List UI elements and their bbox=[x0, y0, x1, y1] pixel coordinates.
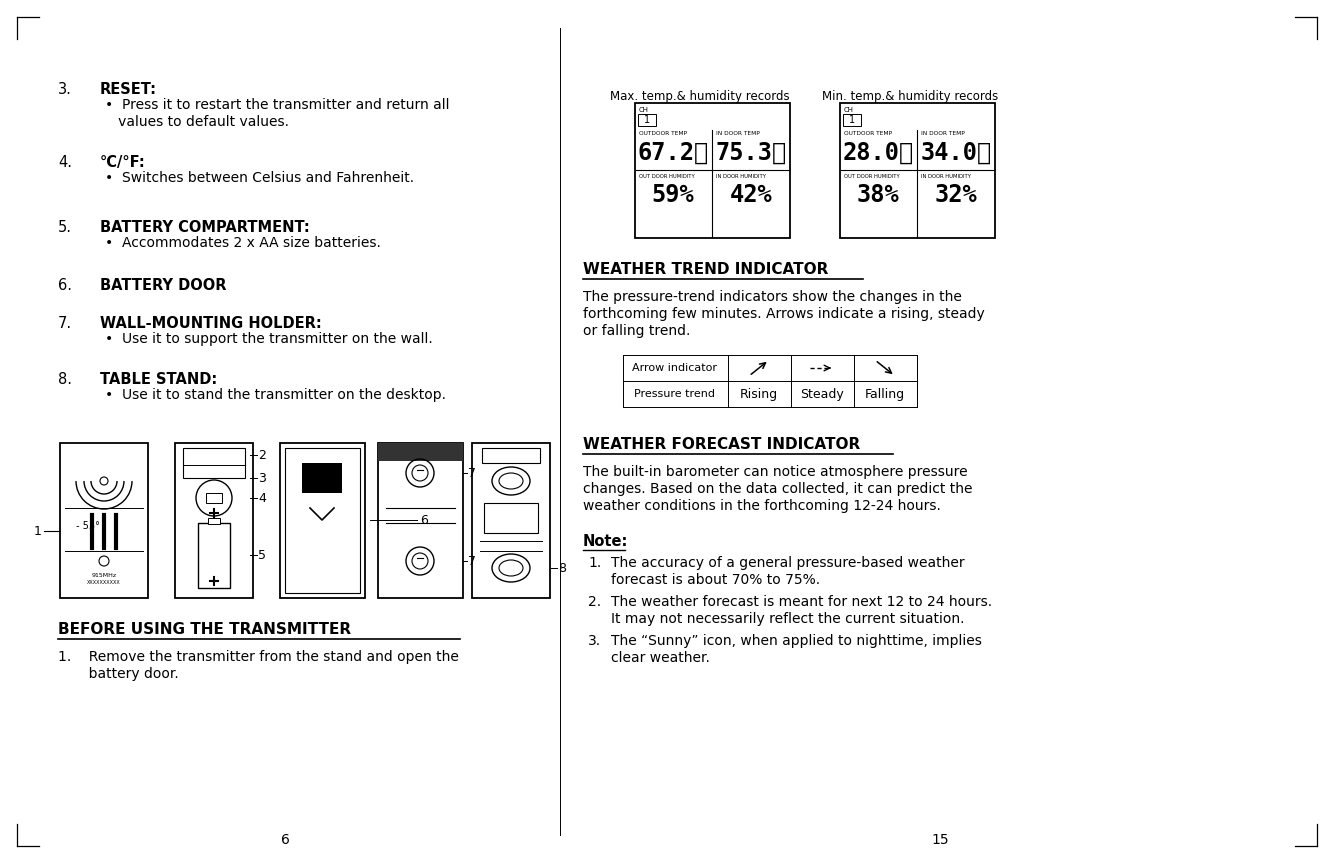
Text: 15: 15 bbox=[931, 833, 948, 847]
Text: BEFORE USING THE TRANSMITTER: BEFORE USING THE TRANSMITTER bbox=[57, 622, 351, 637]
Text: forthcoming few minutes. Arrows indicate a rising, steady: forthcoming few minutes. Arrows indicate… bbox=[583, 307, 984, 321]
Text: IN DOOR HUMIDITY: IN DOOR HUMIDITY bbox=[716, 174, 766, 179]
Text: 3.: 3. bbox=[57, 82, 72, 97]
Text: The “Sunny” icon, when applied to nighttime, implies: The “Sunny” icon, when applied to nightt… bbox=[611, 634, 982, 648]
Bar bbox=[280, 443, 366, 598]
Text: 8.: 8. bbox=[57, 372, 72, 387]
Bar bbox=[638, 114, 656, 126]
Text: 1: 1 bbox=[35, 525, 41, 538]
Text: •  Press it to restart the transmitter and return all: • Press it to restart the transmitter an… bbox=[105, 98, 450, 112]
Text: - 55°: - 55° bbox=[76, 521, 100, 531]
Text: CH: CH bbox=[639, 107, 650, 113]
Bar bbox=[205, 493, 221, 503]
Bar bbox=[843, 114, 860, 126]
Bar bbox=[285, 448, 360, 593]
Bar bbox=[183, 448, 245, 478]
Text: 3.: 3. bbox=[588, 634, 602, 648]
Text: 75.3℉: 75.3℉ bbox=[715, 141, 787, 165]
Text: BATTERY COMPARTMENT:: BATTERY COMPARTMENT: bbox=[100, 220, 309, 235]
Text: 1.    Remove the transmitter from the stand and open the: 1. Remove the transmitter from the stand… bbox=[57, 650, 459, 664]
Text: 2: 2 bbox=[257, 449, 265, 462]
Text: 1: 1 bbox=[644, 115, 650, 125]
Text: The accuracy of a general pressure-based weather: The accuracy of a general pressure-based… bbox=[611, 556, 964, 570]
Bar bbox=[197, 523, 229, 588]
Text: 8: 8 bbox=[558, 562, 566, 575]
Text: 28.0℉: 28.0℉ bbox=[842, 141, 914, 165]
Text: BATTERY DOOR: BATTERY DOOR bbox=[100, 278, 227, 293]
Text: 6: 6 bbox=[280, 833, 289, 847]
Bar bbox=[208, 518, 220, 524]
Bar bbox=[484, 503, 538, 533]
Text: XXXXXXXXXX: XXXXXXXXXX bbox=[87, 580, 121, 585]
Text: 6.: 6. bbox=[57, 278, 72, 293]
Text: RESET:: RESET: bbox=[100, 82, 157, 97]
Text: 3: 3 bbox=[257, 471, 265, 484]
Text: Arrow indicator: Arrow indicator bbox=[632, 363, 718, 373]
Text: 7.: 7. bbox=[57, 316, 72, 331]
Text: The pressure-trend indicators show the changes in the: The pressure-trend indicators show the c… bbox=[583, 290, 962, 304]
Text: 32%: 32% bbox=[935, 183, 978, 207]
Text: battery door.: battery door. bbox=[57, 667, 179, 681]
Bar bbox=[482, 448, 540, 463]
Text: OUTDOOR TEMP: OUTDOOR TEMP bbox=[844, 131, 892, 136]
Text: The weather forecast is meant for next 12 to 24 hours.: The weather forecast is meant for next 1… bbox=[611, 595, 992, 609]
Text: Steady: Steady bbox=[800, 387, 844, 400]
Text: 59%: 59% bbox=[651, 183, 695, 207]
Bar bbox=[378, 443, 463, 461]
Text: It may not necessarily reflect the current situation.: It may not necessarily reflect the curre… bbox=[611, 612, 964, 626]
Text: °C/°F:: °C/°F: bbox=[100, 155, 145, 170]
Text: 67.2℉: 67.2℉ bbox=[638, 141, 708, 165]
Text: 42%: 42% bbox=[730, 183, 772, 207]
Text: values to default values.: values to default values. bbox=[105, 115, 289, 129]
Text: 6: 6 bbox=[420, 513, 428, 526]
Text: or falling trend.: or falling trend. bbox=[583, 324, 691, 338]
Text: 2.: 2. bbox=[588, 595, 602, 609]
Text: •  Accommodates 2 x AA size batteries.: • Accommodates 2 x AA size batteries. bbox=[105, 236, 382, 250]
Text: 5.: 5. bbox=[57, 220, 72, 235]
Text: 7: 7 bbox=[468, 555, 476, 568]
Bar bbox=[472, 443, 550, 598]
Text: Max. temp.& humidity records: Max. temp.& humidity records bbox=[610, 90, 790, 103]
Text: Min. temp.& humidity records: Min. temp.& humidity records bbox=[822, 90, 998, 103]
Text: Pressure trend: Pressure trend bbox=[635, 389, 715, 399]
Text: 4: 4 bbox=[257, 492, 265, 505]
Text: 1.: 1. bbox=[588, 556, 602, 570]
Text: Falling: Falling bbox=[864, 387, 904, 400]
Bar bbox=[60, 443, 148, 598]
Text: •  Use it to support the transmitter on the wall.: • Use it to support the transmitter on t… bbox=[105, 332, 432, 346]
Text: WALL-MOUNTING HOLDER:: WALL-MOUNTING HOLDER: bbox=[100, 316, 321, 331]
Bar bbox=[175, 443, 253, 598]
Text: OUT DOOR HUMIDITY: OUT DOOR HUMIDITY bbox=[639, 174, 695, 179]
Bar bbox=[840, 103, 995, 238]
Text: WEATHER FORECAST INDICATOR: WEATHER FORECAST INDICATOR bbox=[583, 437, 860, 452]
Text: 34.0℉: 34.0℉ bbox=[920, 141, 991, 165]
Text: changes. Based on the data collected, it can predict the: changes. Based on the data collected, it… bbox=[583, 482, 972, 496]
Text: 5: 5 bbox=[257, 549, 265, 562]
Text: •  Switches between Celsius and Fahrenheit.: • Switches between Celsius and Fahrenhei… bbox=[105, 171, 414, 185]
Text: Rising: Rising bbox=[740, 387, 778, 400]
Text: OUTDOOR TEMP: OUTDOOR TEMP bbox=[639, 131, 687, 136]
Text: clear weather.: clear weather. bbox=[611, 651, 710, 665]
Text: OUT DOOR HUMIDITY: OUT DOOR HUMIDITY bbox=[844, 174, 899, 179]
Text: IN DOOR TEMP: IN DOOR TEMP bbox=[920, 131, 964, 136]
Text: •  Use it to stand the transmitter on the desktop.: • Use it to stand the transmitter on the… bbox=[105, 388, 446, 402]
Text: IN DOOR HUMIDITY: IN DOOR HUMIDITY bbox=[920, 174, 971, 179]
Text: CH: CH bbox=[844, 107, 854, 113]
Text: 38%: 38% bbox=[856, 183, 899, 207]
Text: Note:: Note: bbox=[583, 534, 628, 549]
Text: 1: 1 bbox=[848, 115, 855, 125]
Text: The built-in barometer can notice atmosphere pressure: The built-in barometer can notice atmosp… bbox=[583, 465, 967, 479]
Text: TABLE STAND:: TABLE STAND: bbox=[100, 372, 217, 387]
Text: IN DOOR TEMP: IN DOOR TEMP bbox=[716, 131, 760, 136]
Text: forecast is about 70% to 75%.: forecast is about 70% to 75%. bbox=[611, 573, 820, 587]
Bar bbox=[378, 443, 463, 598]
Text: weather conditions in the forthcoming 12-24 hours.: weather conditions in the forthcoming 12… bbox=[583, 499, 940, 513]
Bar bbox=[301, 463, 342, 493]
Text: WEATHER TREND INDICATOR: WEATHER TREND INDICATOR bbox=[583, 262, 828, 277]
Text: 7: 7 bbox=[468, 467, 476, 480]
Text: 915MHz: 915MHz bbox=[92, 573, 116, 578]
Bar bbox=[635, 103, 790, 238]
Text: 4.: 4. bbox=[57, 155, 72, 170]
